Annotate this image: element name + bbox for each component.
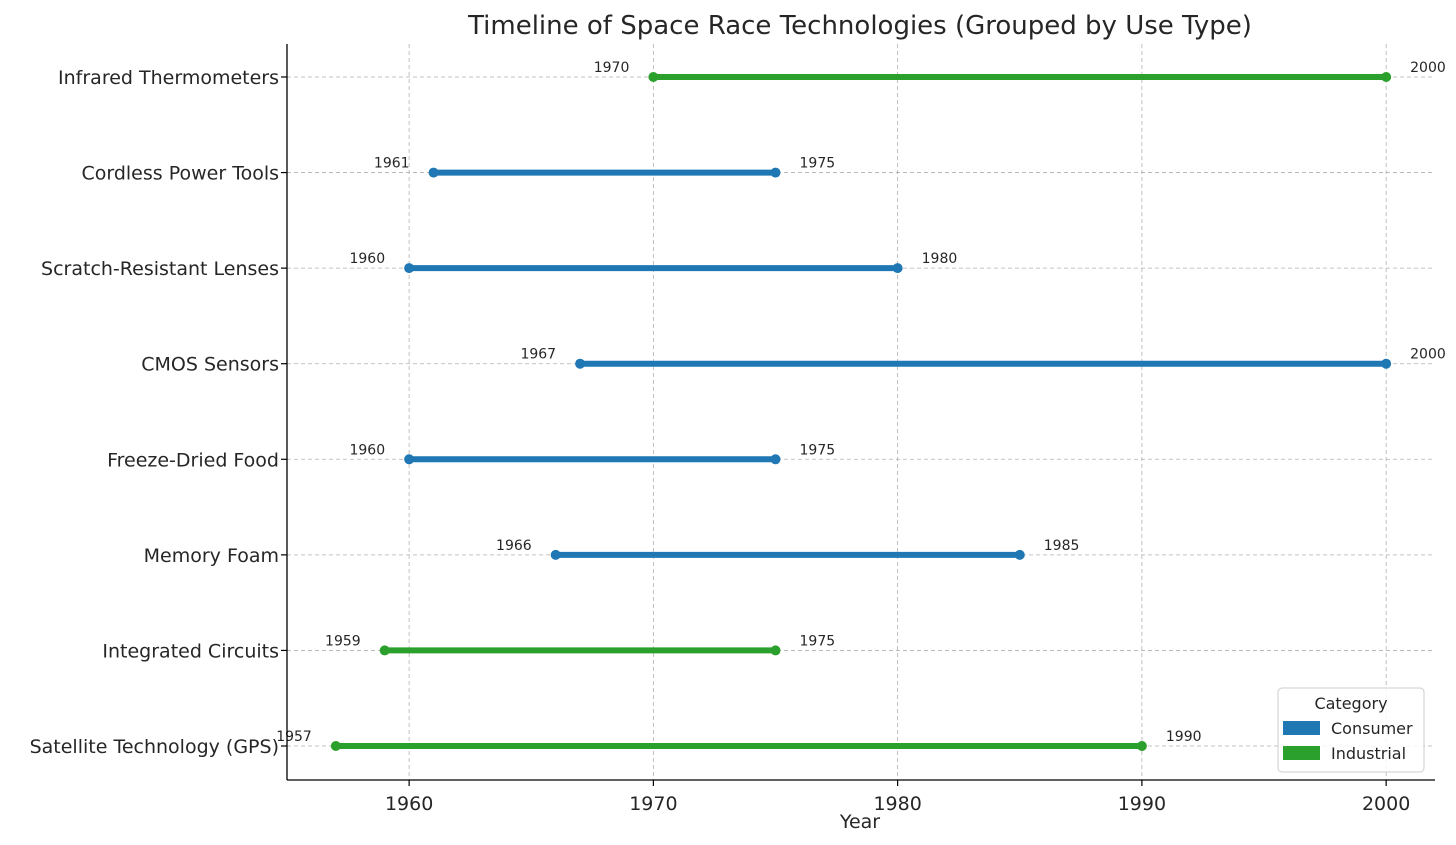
end-point bbox=[770, 645, 781, 656]
end-year-label: 1985 bbox=[1044, 538, 1080, 554]
start-point bbox=[575, 358, 586, 369]
y-category-label: Memory Foam bbox=[144, 545, 279, 567]
start-point bbox=[404, 263, 415, 274]
y-category-label: CMOS Sensors bbox=[141, 354, 279, 376]
start-year-label: 1961 bbox=[374, 156, 410, 172]
y-category-label: Scratch-Resistant Lenses bbox=[41, 258, 279, 280]
end-year-label: 1980 bbox=[922, 251, 958, 267]
x-tick-label: 1990 bbox=[1118, 793, 1166, 815]
start-point bbox=[330, 741, 341, 751]
chart-title: Timeline of Space Race Technologies (Gro… bbox=[467, 11, 1252, 41]
end-year-label: 1975 bbox=[800, 442, 836, 458]
x-tick-labels: 1960 1970 1980 1990 2000 bbox=[385, 780, 1410, 815]
legend: Category Consumer Industrial bbox=[1277, 687, 1425, 773]
end-point bbox=[1014, 549, 1025, 560]
y-category-label: Cordless Power Tools bbox=[81, 163, 279, 185]
end-year-label: 2000 bbox=[1410, 60, 1446, 76]
end-point bbox=[892, 263, 903, 274]
legend-title: Category bbox=[1314, 694, 1387, 713]
end-year-label: 1975 bbox=[800, 156, 836, 172]
x-tick-label: 1980 bbox=[873, 793, 921, 815]
x-tick-label: 1960 bbox=[385, 793, 433, 815]
start-year-label: 1959 bbox=[325, 633, 361, 649]
end-point bbox=[1381, 358, 1392, 369]
start-year-label: 1966 bbox=[496, 538, 532, 554]
start-point bbox=[379, 645, 390, 656]
end-year-label: 2000 bbox=[1410, 347, 1446, 363]
start-point bbox=[428, 167, 439, 178]
end-point bbox=[1136, 741, 1147, 751]
x-tick-label: 2000 bbox=[1362, 793, 1410, 815]
end-point bbox=[1381, 72, 1392, 82]
y-category-label: Freeze-Dried Food bbox=[107, 449, 279, 471]
start-year-label: 1970 bbox=[594, 60, 630, 76]
end-point bbox=[770, 454, 781, 465]
start-year-label: 1960 bbox=[349, 251, 385, 267]
timeline-bars: 1970 2000 1961 1975 1960 1980 1967 2000 1960 1975… bbox=[276, 60, 1446, 751]
legend-swatch-consumer bbox=[1283, 721, 1320, 735]
x-axis-label: Year bbox=[839, 811, 880, 833]
y-category-label: Satellite Technology (GPS) bbox=[30, 736, 279, 758]
legend-label-industrial: Industrial bbox=[1331, 744, 1406, 763]
x-tick-label: 1970 bbox=[629, 793, 677, 815]
y-category-label: Integrated Circuits bbox=[102, 640, 279, 662]
end-point bbox=[770, 167, 781, 178]
start-point bbox=[404, 454, 415, 465]
start-year-label: 1960 bbox=[349, 442, 385, 458]
legend-label-consumer: Consumer bbox=[1331, 719, 1413, 738]
start-point bbox=[550, 549, 561, 560]
y-category-label: Infrared Thermometers bbox=[58, 67, 279, 89]
end-year-label: 1975 bbox=[800, 633, 836, 649]
legend-swatch-industrial bbox=[1283, 746, 1320, 760]
start-year-label: 1967 bbox=[520, 347, 556, 363]
start-point bbox=[648, 72, 659, 82]
start-year-label: 1957 bbox=[276, 729, 312, 745]
axes bbox=[286, 44, 1435, 781]
y-category-labels: Infrared Thermometers Cordless Power Tool… bbox=[30, 67, 287, 758]
grid-lines bbox=[287, 44, 1435, 780]
end-year-label: 1990 bbox=[1166, 729, 1202, 745]
